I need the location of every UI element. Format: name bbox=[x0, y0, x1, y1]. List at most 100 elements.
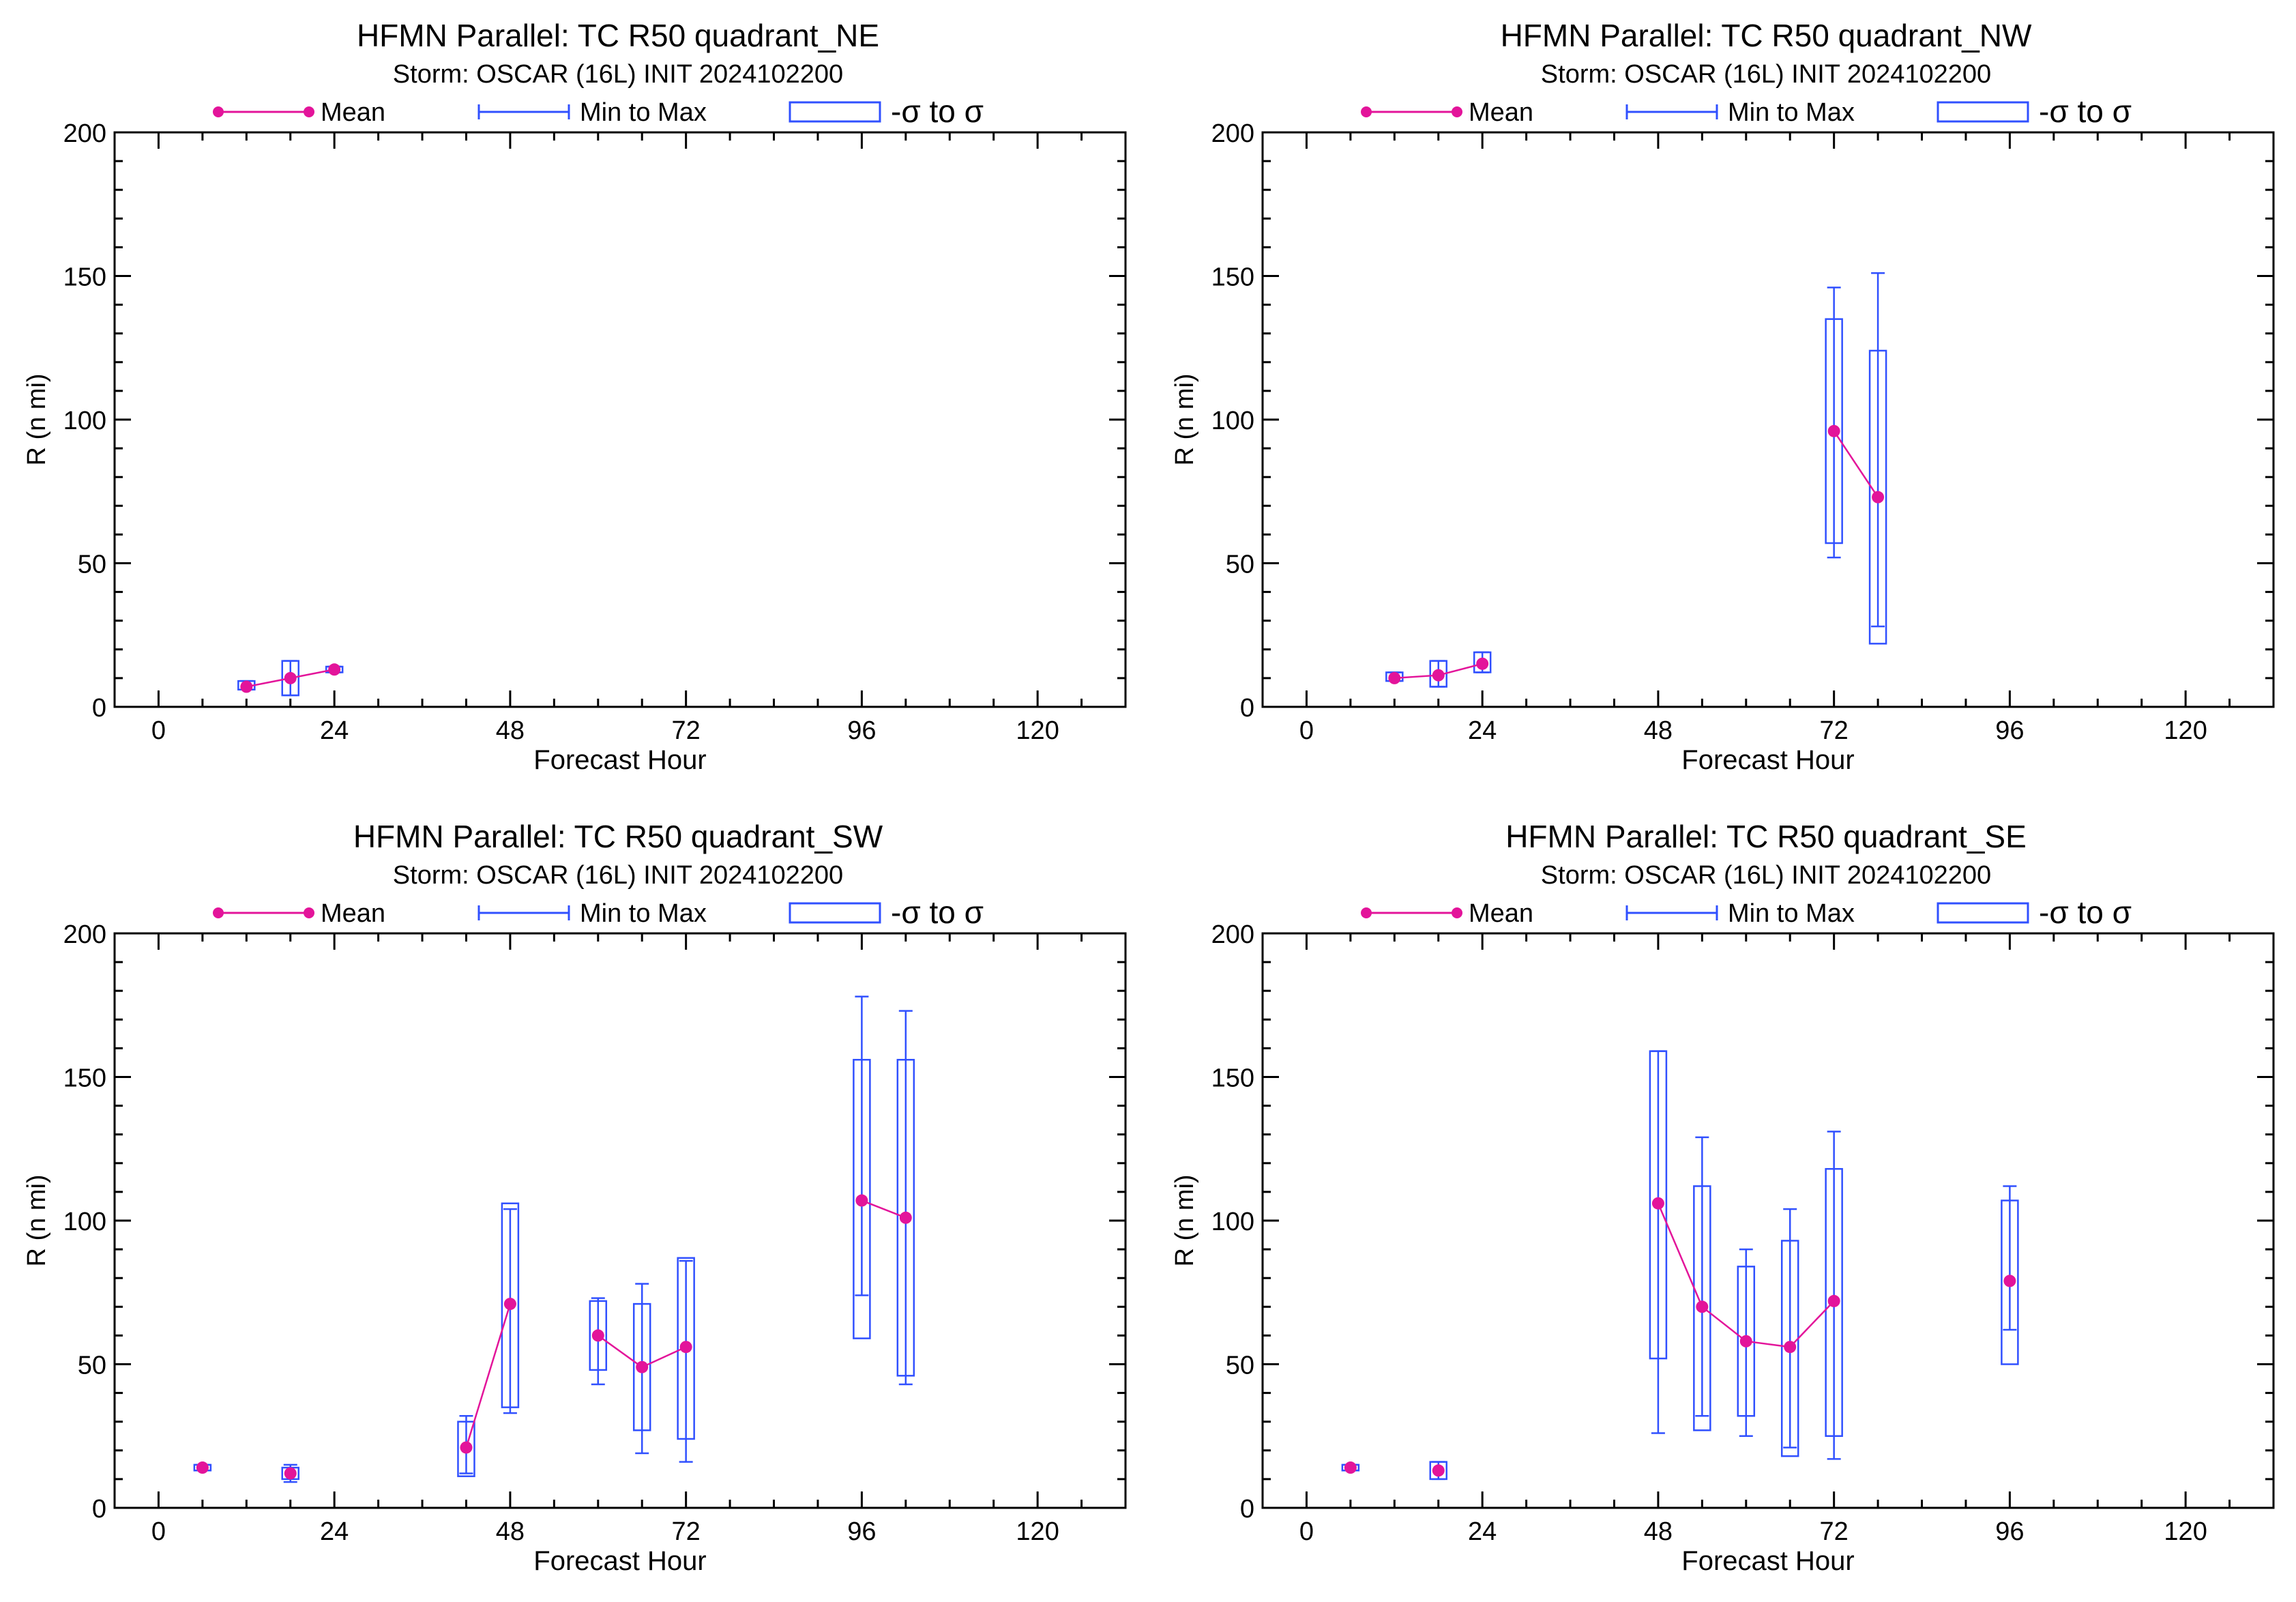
x-tick-label: 0 bbox=[1299, 1517, 1314, 1546]
x-tick-label: 72 bbox=[672, 1517, 701, 1546]
mean-line-segment bbox=[1833, 431, 1879, 498]
x-tick-label: 120 bbox=[1016, 716, 1059, 745]
chart-title: HFMN Parallel: TC R50 quadrant_NE bbox=[357, 18, 879, 53]
y-tick-label: 100 bbox=[63, 1208, 106, 1236]
mean-point bbox=[1651, 1197, 1664, 1210]
mean-line-segment bbox=[1746, 1340, 1791, 1348]
mean-point bbox=[1432, 669, 1445, 682]
legend-minmax-label: Min to Max bbox=[1728, 98, 1855, 127]
y-tick-label: 150 bbox=[63, 1064, 106, 1093]
mean-point bbox=[1344, 1461, 1357, 1474]
y-tick-label: 150 bbox=[1211, 263, 1254, 292]
x-tick-label: 96 bbox=[1995, 1517, 2024, 1546]
plot-frame bbox=[113, 131, 1127, 708]
mean-line-segment bbox=[1701, 1306, 1747, 1342]
mean-point bbox=[1827, 1294, 1840, 1307]
legend-mean-marker bbox=[304, 106, 314, 117]
mean-point bbox=[1827, 424, 1840, 437]
mean-point bbox=[679, 1341, 692, 1354]
chart-panel-3: HFMN Parallel: TC R50 quadrant_SW Storm: … bbox=[23, 819, 1127, 1576]
y-axis-label: R (n mi) bbox=[23, 373, 51, 465]
plot-frame bbox=[1261, 932, 2275, 1509]
chart-panel-4: HFMN Parallel: TC R50 quadrant_SE Storm: … bbox=[1171, 819, 2275, 1576]
y-tick-label: 150 bbox=[63, 263, 106, 292]
mean-point bbox=[1432, 1464, 1445, 1477]
chart-subtitle: Storm: OSCAR (16L) INIT 2024102200 bbox=[393, 60, 843, 89]
y-tick-label: 50 bbox=[1226, 551, 1254, 579]
chart-subtitle: Storm: OSCAR (16L) INIT 2024102200 bbox=[1541, 861, 1991, 890]
x-tick-label: 96 bbox=[847, 1517, 876, 1546]
x-tick-label: 48 bbox=[496, 716, 525, 745]
legend-minmax-label: Min to Max bbox=[1728, 899, 1855, 928]
x-tick-label: 0 bbox=[151, 716, 166, 745]
mean-point bbox=[328, 663, 341, 676]
mean-line-segment bbox=[641, 1346, 687, 1368]
y-axis-label: R (n mi) bbox=[1171, 1174, 1199, 1266]
x-tick-label: 0 bbox=[1299, 716, 1314, 745]
y-tick-label: 50 bbox=[78, 1352, 106, 1380]
mean-point bbox=[1784, 1341, 1797, 1354]
legend-sigma-label: -σ to σ bbox=[2039, 93, 2132, 129]
x-tick-label: 96 bbox=[847, 716, 876, 745]
mean-line-segment bbox=[1789, 1300, 1835, 1348]
legend-mean-label: Mean bbox=[1469, 98, 1533, 127]
legend-sigma-label: -σ to σ bbox=[891, 894, 984, 930]
legend-minmax-label: Min to Max bbox=[580, 98, 707, 127]
mean-line-segment bbox=[465, 1303, 512, 1448]
x-tick-label: 24 bbox=[1468, 716, 1497, 745]
x-tick-label: 72 bbox=[672, 716, 701, 745]
x-tick-label: 48 bbox=[496, 1517, 525, 1546]
mean-line-segment bbox=[598, 1335, 643, 1368]
legend: Mean Min to Max -σ to σ bbox=[213, 93, 984, 129]
mean-line-segment bbox=[1657, 1203, 1703, 1307]
y-tick-label: 50 bbox=[78, 551, 106, 579]
legend-sigma-label: -σ to σ bbox=[891, 93, 984, 129]
legend: Mean Min to Max -σ to σ bbox=[1361, 93, 2132, 129]
legend-mean-label: Mean bbox=[1469, 899, 1533, 928]
mean-line-segment bbox=[1394, 674, 1439, 680]
mean-point bbox=[503, 1298, 516, 1311]
x-axis-label: Forecast Hour bbox=[1681, 1546, 1854, 1576]
y-tick-label: 200 bbox=[63, 119, 106, 148]
legend-mean-marker bbox=[304, 907, 314, 918]
x-axis-label: Forecast Hour bbox=[1681, 745, 1854, 775]
x-tick-label: 120 bbox=[2164, 1517, 2207, 1546]
legend-sigma-box bbox=[1937, 902, 2029, 924]
x-axis-label: Forecast Hour bbox=[533, 745, 706, 775]
legend-sigma-box bbox=[1937, 101, 2029, 123]
legend-mean-marker bbox=[1452, 106, 1462, 117]
mean-point bbox=[240, 680, 253, 693]
mean-point bbox=[196, 1461, 209, 1474]
plot-frame bbox=[113, 932, 1127, 1509]
x-tick-label: 48 bbox=[1644, 1517, 1673, 1546]
mean-point bbox=[460, 1441, 473, 1454]
x-tick-label: 24 bbox=[1468, 1517, 1497, 1546]
x-axis-label: Forecast Hour bbox=[533, 1546, 706, 1576]
chart-title: HFMN Parallel: TC R50 quadrant_SW bbox=[353, 819, 883, 854]
mean-point bbox=[1872, 491, 1885, 504]
mean-point bbox=[636, 1360, 649, 1373]
y-axis-label: R (n mi) bbox=[1171, 373, 1199, 465]
legend-sigma-box bbox=[789, 101, 881, 123]
x-tick-label: 48 bbox=[1644, 716, 1673, 745]
chart-subtitle: Storm: OSCAR (16L) INIT 2024102200 bbox=[393, 861, 843, 890]
legend-sigma-label: -σ to σ bbox=[2039, 894, 2132, 930]
mean-line-segment bbox=[1438, 662, 1483, 676]
y-tick-label: 200 bbox=[63, 920, 106, 949]
legend-minmax-label: Min to Max bbox=[580, 899, 707, 928]
y-tick-label: 0 bbox=[92, 1495, 106, 1524]
legend-mean-marker bbox=[213, 907, 224, 918]
legend-mean-label: Mean bbox=[321, 98, 385, 127]
y-tick-label: 150 bbox=[1211, 1064, 1254, 1093]
y-tick-label: 200 bbox=[1211, 920, 1254, 949]
legend: Mean Min to Max -σ to σ bbox=[213, 894, 984, 930]
x-tick-label: 0 bbox=[151, 1517, 166, 1546]
chart-title: HFMN Parallel: TC R50 quadrant_SE bbox=[1505, 819, 2027, 854]
mean-point bbox=[284, 1467, 297, 1480]
mean-point bbox=[1739, 1335, 1752, 1348]
x-tick-label: 24 bbox=[320, 1517, 349, 1546]
chart-panel-2: HFMN Parallel: TC R50 quadrant_NW Storm: … bbox=[1171, 18, 2275, 775]
legend-mean-marker bbox=[213, 106, 224, 117]
mean-point bbox=[1696, 1300, 1709, 1313]
